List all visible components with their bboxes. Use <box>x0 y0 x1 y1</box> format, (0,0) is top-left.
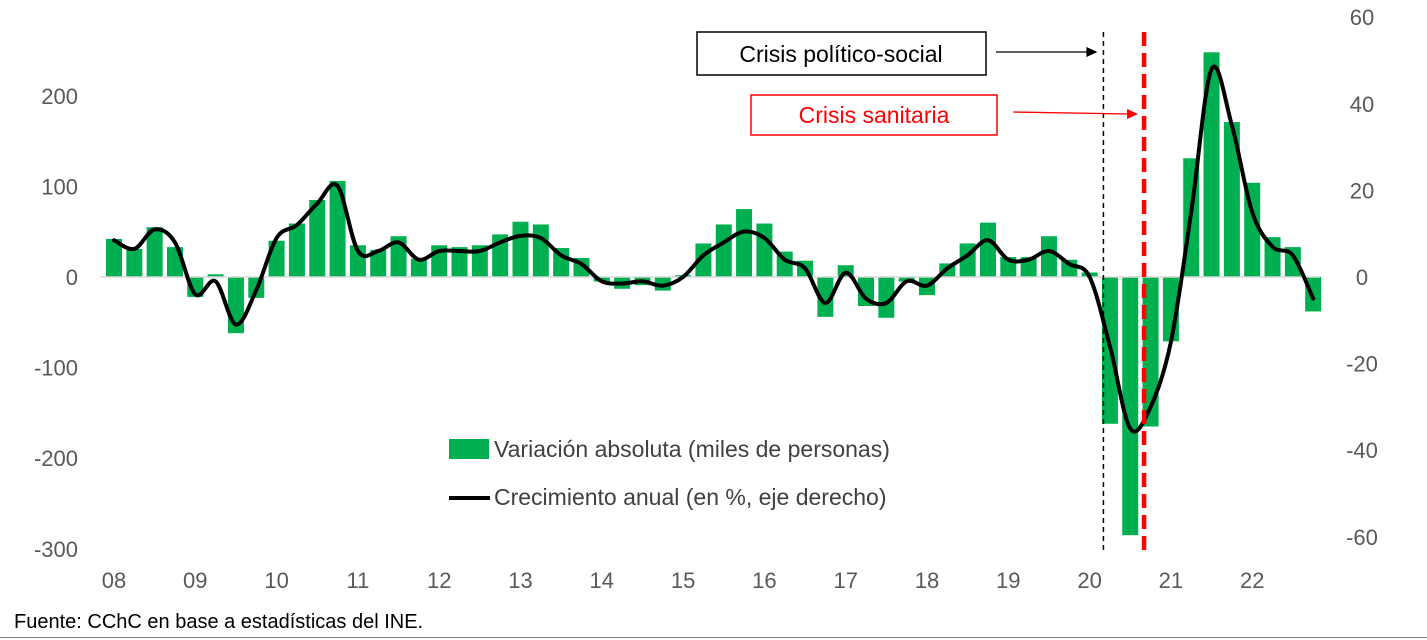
bar <box>288 223 305 277</box>
legend: Variación absoluta (miles de personas) C… <box>449 436 890 510</box>
y-tick-label: 200 <box>41 84 78 109</box>
political-arrowhead <box>1086 47 1098 57</box>
x-tick-label: 20 <box>1077 568 1101 593</box>
source-note: Fuente: CChC en base a estadísticas del … <box>14 611 424 633</box>
legend-label-bars: Variación absoluta (miles de personas) <box>494 436 890 462</box>
x-tick-label: 09 <box>183 568 207 593</box>
x-tick-label: 08 <box>102 568 126 593</box>
bar <box>309 199 326 277</box>
y-tick-label: -200 <box>34 446 78 471</box>
annotation-box-political <box>696 31 987 76</box>
bar <box>207 274 224 277</box>
bar <box>1244 182 1261 277</box>
y2-tick-label: 20 <box>1350 178 1374 203</box>
sanitary-arrowhead <box>1127 109 1139 119</box>
bar <box>1142 277 1159 427</box>
x-tick-label: 11 <box>346 568 369 593</box>
annotations: Crisis político-social Crisis sanitaria <box>696 31 1147 552</box>
y2-tick-label: -40 <box>1346 438 1378 463</box>
bar <box>512 221 529 277</box>
bar <box>817 277 834 317</box>
x-tick-label: 16 <box>752 568 776 593</box>
bar <box>756 223 773 277</box>
bar <box>410 258 427 277</box>
bar <box>1203 52 1220 278</box>
sanitary-arrow <box>1012 111 1129 115</box>
y2-tick-label: 40 <box>1350 92 1374 117</box>
annotation-label-political: Crisis político-social <box>739 41 942 67</box>
y2-tick-label: -20 <box>1346 352 1378 377</box>
bar-series <box>106 52 1322 536</box>
bar <box>106 238 122 277</box>
y-tick-label: 100 <box>41 174 78 199</box>
bar <box>1284 247 1301 277</box>
y-tick-label: -300 <box>34 537 78 562</box>
x-tick-label: 21 <box>1159 568 1183 593</box>
y2-tick-label: 0 <box>1356 265 1368 290</box>
bar <box>532 224 549 277</box>
bar <box>878 277 895 318</box>
y-tick-label: -100 <box>34 356 78 381</box>
bar <box>1264 237 1281 277</box>
x-tick-label: 13 <box>508 568 532 593</box>
bar <box>715 224 732 277</box>
bar <box>858 277 875 306</box>
bar <box>979 222 996 277</box>
legend-label-line: Crecimiento anual (en %, eje derecho) <box>494 484 886 510</box>
annotation-label-sanitary: Crisis sanitaria <box>799 102 950 128</box>
x-tick-label: 15 <box>671 568 695 593</box>
y2-tick-label: -60 <box>1346 525 1378 550</box>
bar <box>126 248 143 277</box>
x-tick-label: 10 <box>264 568 288 593</box>
bar <box>370 249 387 277</box>
line-series <box>112 64 1316 434</box>
bar <box>329 180 346 277</box>
x-tick-label: 17 <box>833 568 857 593</box>
annotation-box-sanitary <box>750 94 998 136</box>
bar <box>1040 236 1057 277</box>
x-tick-label: 22 <box>1240 568 1264 593</box>
bar <box>451 247 468 277</box>
x-tick-label: 12 <box>427 568 451 593</box>
x-tick-label: 14 <box>590 568 614 593</box>
bottom-rule <box>0 637 1427 638</box>
bar <box>146 227 163 277</box>
y-tick-label: 0 <box>66 265 78 290</box>
x-tick-label: 18 <box>915 568 939 593</box>
growth-line <box>112 64 1316 434</box>
bar <box>1223 122 1240 277</box>
legend-swatch-bars <box>449 439 489 459</box>
bar <box>736 209 753 277</box>
y2-tick-label: 60 <box>1350 5 1374 30</box>
bar <box>1122 277 1139 536</box>
x-tick-label: 19 <box>996 568 1020 593</box>
